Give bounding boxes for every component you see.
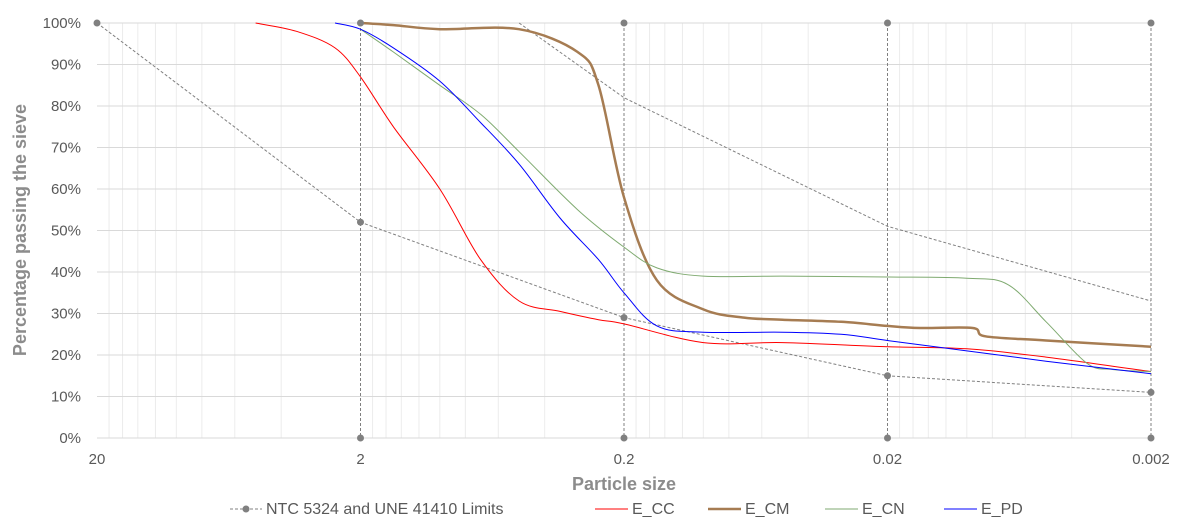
y-tick-label: 0% bbox=[59, 430, 81, 447]
x-tick-label: 0.002 bbox=[1132, 451, 1170, 468]
limit-marker bbox=[884, 372, 891, 380]
limit-marker bbox=[357, 218, 364, 226]
x-tick-label: 0.02 bbox=[873, 451, 902, 468]
legend-marker-limits bbox=[242, 505, 250, 513]
limit-marker bbox=[1147, 19, 1155, 27]
y-tick-label: 100% bbox=[43, 15, 81, 32]
series-lines bbox=[255, 21, 1152, 375]
series-line-e-cm bbox=[360, 21, 1152, 348]
limit-marker bbox=[620, 19, 628, 27]
limit-marker bbox=[93, 19, 101, 27]
x-axis-title: Particle size bbox=[572, 474, 676, 494]
y-tick-label: 50% bbox=[51, 223, 81, 240]
x-tick-label: 0.2 bbox=[614, 451, 635, 468]
y-tick-label: 30% bbox=[51, 306, 81, 323]
limit-upper-curve bbox=[518, 22, 1152, 302]
y-tick-label: 40% bbox=[51, 264, 81, 281]
y-tick-labels: 0% 10% 20% 30% 40% 50% 60% 70% 80% 90% 100% bbox=[43, 15, 81, 447]
y-tick-label: 80% bbox=[51, 98, 81, 115]
limit-marker bbox=[357, 19, 364, 27]
y-tick-label: 90% bbox=[51, 57, 81, 74]
y-tick-label: 10% bbox=[51, 389, 81, 406]
limit-marker bbox=[620, 434, 628, 442]
limit-markers bbox=[93, 19, 1155, 442]
legend-label-e-pd: E_PD bbox=[981, 501, 1023, 518]
legend-label-e-cn: E_CN bbox=[862, 501, 905, 518]
series-line-e-cc bbox=[255, 22, 1152, 373]
limit-marker bbox=[620, 314, 628, 322]
x-tick-labels: 20 2 0.2 0.02 0.002 bbox=[89, 451, 1170, 468]
y-tick-label: 20% bbox=[51, 347, 81, 364]
legend: NTC 5324 and UNE 41410 Limits E_CC E_CM E_C… bbox=[230, 501, 1023, 518]
limit-marker bbox=[1147, 434, 1155, 442]
y-tick-label: 70% bbox=[51, 140, 81, 157]
y-tick-label: 60% bbox=[51, 181, 81, 198]
legend-label-e-cc: E_CC bbox=[632, 501, 675, 518]
limit-marker bbox=[357, 434, 364, 442]
series-line-e-pd bbox=[334, 22, 1152, 375]
y-axis-title: Percentage passing the sieve bbox=[10, 104, 30, 356]
limit-marker bbox=[884, 19, 891, 27]
x-tick-label: 2 bbox=[356, 451, 364, 468]
limit-marker bbox=[1147, 388, 1155, 396]
legend-label-e-cm: E_CM bbox=[745, 501, 789, 518]
legend-label-limits: NTC 5324 and UNE 41410 Limits bbox=[266, 501, 503, 518]
limit-marker bbox=[884, 434, 891, 442]
x-tick-label: 20 bbox=[89, 451, 106, 468]
series-line-e-cn bbox=[360, 28, 1152, 373]
